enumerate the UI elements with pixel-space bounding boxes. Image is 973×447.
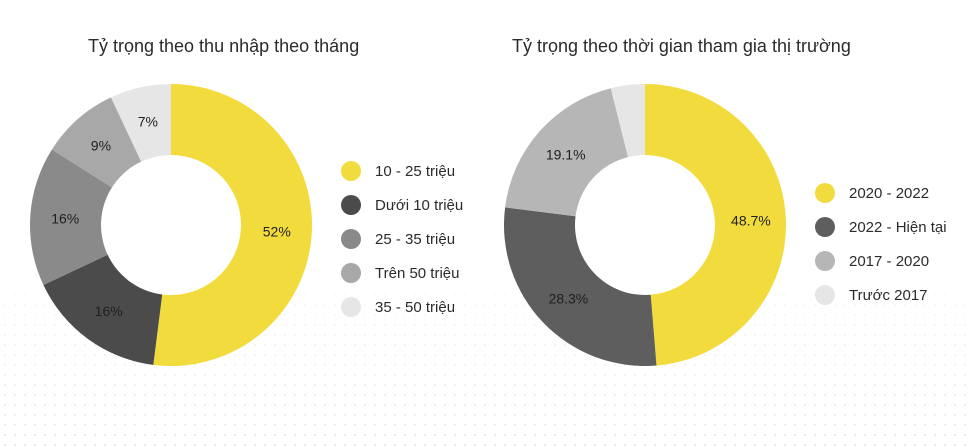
legend-item-10-25-trieu: 10 - 25 triệu xyxy=(341,154,463,188)
slice-truoc-2017 xyxy=(610,84,645,158)
chart-title-income: Tỷ trọng theo thu nhập theo tháng xyxy=(88,36,360,56)
slice-label-duoi-10-trieu: 16% xyxy=(95,303,123,319)
legend-label: 35 - 50 triệu xyxy=(375,298,456,316)
slice-2017-2020 xyxy=(505,88,629,217)
legend-label: 2022 - Hiện tại xyxy=(849,218,947,236)
legend-swatch xyxy=(815,217,835,237)
legend-income: 10 - 25 triệu Dưới 10 triệu 25 - 35 triệu T… xyxy=(341,154,463,324)
legend-swatch xyxy=(815,183,835,203)
legend-swatch xyxy=(815,285,835,305)
legend-item-35-50-trieu: 35 - 50 triệu xyxy=(341,290,463,324)
slice-label-2017-2020: 19.1% xyxy=(546,147,586,163)
legend-swatch xyxy=(341,195,361,215)
slice-2020-2022 xyxy=(645,84,786,366)
legend-label: 25 - 35 triệu xyxy=(375,230,456,248)
legend-item-2022-hien-tai: 2022 - Hiện tại xyxy=(815,210,947,244)
slice-25-35-trieu xyxy=(30,149,112,286)
legend-swatch xyxy=(815,251,835,271)
legend-label: 10 - 25 triệu xyxy=(375,162,456,180)
legend-label: 2020 - 2022 xyxy=(849,184,930,202)
legend-item-truoc-2017: Trước 2017 xyxy=(815,278,947,312)
slice-tren-50-trieu xyxy=(51,97,142,188)
legend-swatch xyxy=(341,229,361,249)
legend-tenure: 2020 - 2022 2022 - Hiện tại 2017 - 2020 Trư… xyxy=(815,176,947,312)
legend-item-tren-50-trieu: Trên 50 triệu xyxy=(341,256,463,290)
legend-label: Trên 50 triệu xyxy=(375,264,460,282)
legend-label: Trước 2017 xyxy=(849,286,928,304)
legend-item-duoi-10-trieu: Dưới 10 triệu xyxy=(341,188,463,222)
slice-duoi-10-trieu xyxy=(43,254,163,365)
slice-label-10-25-trieu: 52% xyxy=(263,224,291,240)
slice-10-25-trieu xyxy=(153,84,312,366)
slice-label-2020-2022: 48.7% xyxy=(731,213,771,229)
slice-label-25-35-trieu: 16% xyxy=(51,210,79,226)
legend-item-2020-2022: 2020 - 2022 xyxy=(815,176,947,210)
slice-35-50-trieu xyxy=(110,84,171,162)
legend-label: Dưới 10 triệu xyxy=(375,196,464,214)
slice-2022-hien-tai xyxy=(503,207,657,367)
legend-swatch xyxy=(341,161,361,181)
legend-label: 2017 - 2020 xyxy=(849,252,930,270)
legend-item-25-35-trieu: 25 - 35 triệu xyxy=(341,222,463,256)
slice-label-2022-hien-tai: 28.3% xyxy=(549,290,589,306)
slice-label-35-50-trieu: 7% xyxy=(138,114,158,130)
legend-item-2017-2020: 2017 - 2020 xyxy=(815,244,947,278)
legend-swatch xyxy=(341,263,361,283)
chart-title-tenure: Tỷ trọng theo thời gian tham gia thị trư… xyxy=(512,36,851,56)
slice-label-tren-50-trieu: 9% xyxy=(91,137,111,153)
legend-swatch xyxy=(341,297,361,317)
